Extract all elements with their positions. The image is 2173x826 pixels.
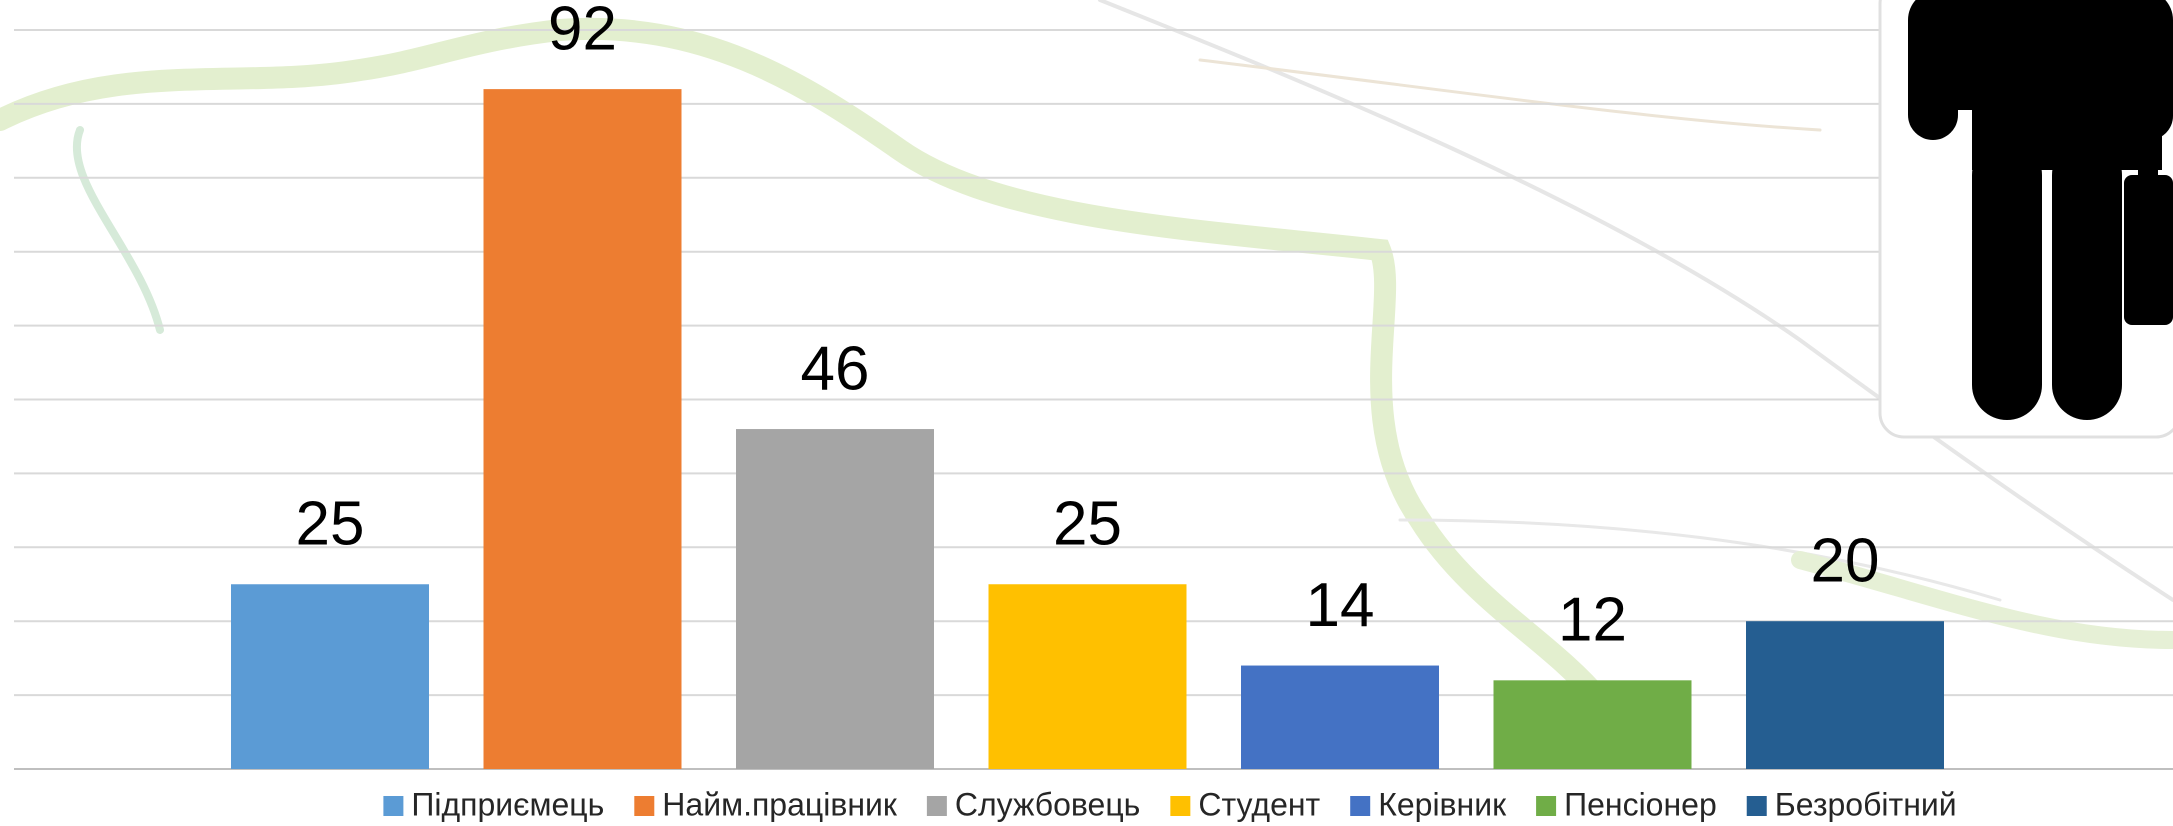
- data-label: 14: [1306, 571, 1375, 640]
- data-label: 25: [296, 490, 365, 559]
- bar: [1493, 680, 1692, 769]
- data-label: 25: [1053, 490, 1122, 559]
- person-icon: [1878, 0, 2173, 439]
- data-label: 20: [1811, 527, 1880, 596]
- grid: [14, 29, 2173, 770]
- bar: [988, 584, 1187, 769]
- legend-label: Підприємець: [411, 786, 604, 822]
- legend-swatch: [926, 796, 947, 816]
- legend-item: Керівник: [1350, 786, 1507, 822]
- data-label: 46: [801, 334, 870, 403]
- bar: [736, 429, 934, 769]
- map-background: [0, 0, 2173, 711]
- legend-item: Підприємець: [383, 786, 604, 822]
- legend-swatch: [383, 796, 404, 816]
- bar: [231, 584, 429, 769]
- legend-swatch: [634, 796, 655, 816]
- legend-item: Студент: [1170, 786, 1321, 822]
- legend-label: Студент: [1198, 786, 1320, 822]
- legend-swatch: [1746, 796, 1767, 816]
- legend-label: Керівник: [1378, 786, 1507, 822]
- legend-swatch: [1170, 796, 1191, 816]
- bar: [1746, 621, 1944, 769]
- legend-item: Безробітний: [1746, 786, 1957, 822]
- bars: 25 92 46 25 14 12 20: [231, 0, 1944, 770]
- legend-swatch: [1350, 796, 1371, 816]
- legend-item: Пенсіонер: [1536, 786, 1717, 822]
- legend-item: Найм.працівник: [634, 786, 898, 822]
- legend-item: Службовець: [926, 786, 1140, 822]
- legend-label: Найм.працівник: [662, 786, 898, 822]
- legend-label: Пенсіонер: [1564, 786, 1717, 822]
- bar: [1241, 665, 1439, 769]
- legend-swatch: [1536, 796, 1557, 816]
- data-label: 92: [548, 0, 617, 63]
- data-label: 12: [1558, 586, 1627, 655]
- legend-label: Службовець: [955, 786, 1140, 822]
- legend-label: Безробітний: [1775, 786, 1957, 822]
- legend: Підприємець Найм.працівник Службовець Студе…: [383, 786, 1957, 822]
- bar: [483, 89, 682, 770]
